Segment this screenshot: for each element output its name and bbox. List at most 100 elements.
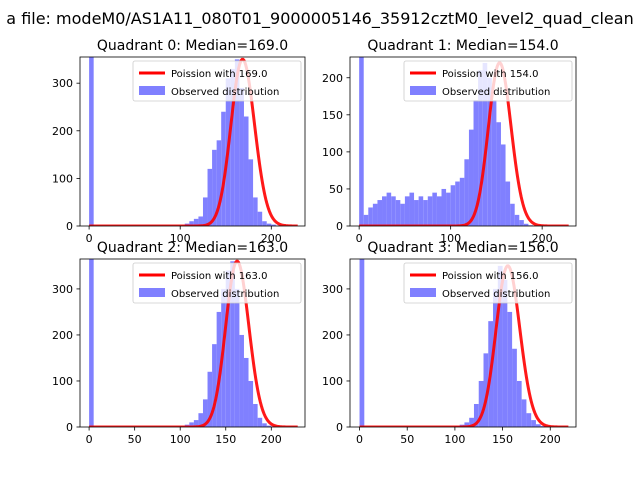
histogram-bar (198, 413, 203, 427)
histogram-bar (225, 270, 231, 427)
histogram-bar (193, 420, 199, 427)
panel-2: 0 50 100 150 200 0 100 200 300 Quadrant 2: Median… (52, 240, 306, 446)
histogram-bar (514, 214, 520, 226)
x-tick-label: 200 (261, 433, 282, 446)
histogram-bar (212, 344, 217, 427)
histogram-bar (266, 223, 272, 226)
histogram-bar (521, 399, 527, 427)
histogram-bar (473, 403, 479, 427)
x-tick-label: 150 (215, 433, 236, 446)
x-tick-label: 150 (492, 433, 513, 446)
histogram-bar (483, 353, 489, 427)
y-tick-label: 100 (322, 146, 343, 159)
histogram-bar (202, 399, 208, 427)
histogram-bar (262, 423, 267, 427)
histogram-bar (427, 196, 433, 226)
panel-title: Quadrant 3: Median=156.0 (367, 240, 558, 256)
histogram-bar (89, 57, 94, 226)
histogram-bar (266, 425, 272, 427)
histogram-bar (230, 261, 235, 427)
histogram-bar (540, 426, 546, 427)
y-tick-label: 300 (52, 283, 73, 296)
histogram-bar (243, 357, 249, 427)
histogram-bar (248, 380, 254, 427)
histogram-bar (368, 207, 373, 226)
histogram-bar (507, 311, 513, 427)
histogram-bar (423, 200, 428, 226)
histogram-bar (253, 197, 258, 226)
histogram-bar (468, 129, 474, 226)
histogram-bar (510, 203, 515, 226)
histogram-bar (243, 116, 249, 226)
poisson-line (359, 61, 569, 226)
legend: Poission with 169.0 Observed distribution (132, 60, 302, 102)
histogram-bar (450, 185, 456, 226)
histogram-bar (436, 196, 442, 226)
legend-box (132, 60, 302, 102)
histogram-bar (239, 87, 244, 226)
histogram-bar (234, 59, 240, 226)
axes-frame (349, 56, 577, 227)
x-tick-label: 50 (400, 433, 414, 446)
x-tick-label: 100 (170, 433, 191, 446)
y-tick-label: 100 (52, 172, 73, 185)
axes-frame (79, 258, 306, 428)
legend-label-observed: Observed distribution (171, 87, 279, 98)
histogram-bar (500, 144, 506, 226)
legend: Poission with 154.0 Observed distribution (403, 60, 573, 102)
histogram-bar (526, 413, 532, 427)
histogram-bar (432, 192, 437, 226)
histogram-bar (248, 159, 254, 226)
y-tick-label: 200 (52, 125, 73, 138)
x-tick-label: 100 (170, 232, 191, 245)
x-tick-label: 100 (440, 232, 461, 245)
legend: Poission with 156.0 Observed distribution (403, 262, 573, 304)
histogram-bar (234, 288, 240, 427)
histogram-bar (193, 218, 199, 226)
histogram-bar (271, 224, 276, 226)
histogram-bar (189, 221, 194, 226)
legend: Poission with 163.0 Observed distribution (132, 262, 302, 304)
histogram-bar (523, 223, 529, 226)
histogram-bar (418, 196, 424, 226)
histogram-bar (359, 57, 364, 226)
y-tick-label: 50 (329, 183, 343, 196)
histogram-bar (189, 422, 194, 427)
histogram-bar (202, 197, 208, 226)
histogram-bar (359, 259, 365, 427)
panel-1: 0 100 200 0 50 100 150 200 Quadrant 1: Median=15… (322, 38, 577, 245)
legend-label-observed: Observed distribution (442, 289, 550, 300)
legend-label-poisson: Poission with 154.0 (442, 69, 538, 80)
histogram-bar (89, 259, 94, 427)
histogram-bar (253, 403, 258, 427)
legend-label-observed: Observed distribution (171, 289, 279, 300)
legend-box (403, 60, 573, 102)
y-tick-label: 100 (52, 375, 73, 388)
histogram-bar (512, 348, 517, 427)
histogram-bar (216, 140, 222, 226)
x-tick-label: 100 (444, 433, 465, 446)
legend-box (403, 262, 573, 304)
legend-bar-swatch (410, 288, 436, 297)
panel-title: Quadrant 2: Median=163.0 (97, 240, 288, 256)
histogram-bar (464, 159, 469, 226)
histogram-bar (414, 200, 419, 226)
histogram-bar (441, 188, 447, 226)
y-tick-label: 0 (336, 220, 343, 233)
x-tick-label: 50 (128, 433, 142, 446)
histogram-bar (386, 192, 392, 226)
histogram-bar (400, 203, 405, 226)
histogram-bar (207, 371, 213, 427)
panel-3: 0 50 100 150 200 0 100 200 300 Quadrant 3: Median… (322, 240, 577, 446)
legend-bar-swatch (139, 288, 165, 297)
legend-label-poisson: Poission with 156.0 (442, 271, 538, 282)
histogram-bar (377, 200, 383, 226)
y-tick-label: 300 (52, 77, 73, 90)
histogram-bar (363, 214, 369, 226)
plot-area (89, 57, 298, 226)
x-tick-label: 200 (540, 433, 561, 446)
histogram-bar (491, 99, 497, 226)
histogram-bar (391, 196, 396, 226)
axes-frame (349, 258, 577, 428)
histogram-bar (212, 149, 217, 226)
